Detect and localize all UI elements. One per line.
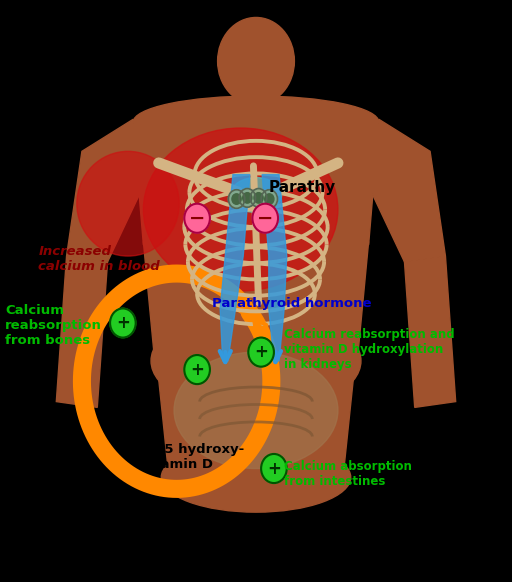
Text: 1,25 hydroxy-
vitamin D: 1,25 hydroxy- vitamin D — [141, 443, 244, 471]
Ellipse shape — [133, 96, 379, 148]
Circle shape — [184, 204, 210, 233]
Text: Parathy: Parathy — [269, 180, 336, 195]
Circle shape — [232, 194, 241, 204]
Text: Increased
calcium in blood: Increased calcium in blood — [38, 245, 160, 273]
Polygon shape — [220, 175, 250, 361]
Ellipse shape — [77, 151, 179, 256]
Circle shape — [110, 308, 136, 338]
Polygon shape — [262, 175, 287, 361]
Polygon shape — [404, 256, 456, 407]
Circle shape — [239, 189, 255, 207]
Polygon shape — [56, 256, 108, 407]
Text: −: − — [189, 209, 205, 228]
Text: Calcium absorption
from intestines: Calcium absorption from intestines — [284, 460, 412, 488]
Text: +: + — [254, 343, 268, 361]
Circle shape — [265, 194, 274, 204]
Circle shape — [254, 193, 263, 203]
Polygon shape — [369, 119, 445, 262]
Circle shape — [184, 355, 210, 384]
Ellipse shape — [151, 308, 361, 413]
Text: −: − — [257, 209, 273, 228]
Circle shape — [261, 190, 278, 208]
Ellipse shape — [230, 178, 282, 212]
Circle shape — [228, 190, 245, 208]
Text: +: + — [116, 314, 130, 332]
Circle shape — [250, 189, 267, 207]
Text: Parathyroid hormone: Parathyroid hormone — [212, 297, 372, 310]
Text: +: + — [190, 361, 204, 378]
Polygon shape — [156, 355, 356, 477]
Circle shape — [248, 338, 274, 367]
Ellipse shape — [174, 352, 338, 469]
Circle shape — [218, 17, 294, 105]
Polygon shape — [237, 104, 275, 122]
Circle shape — [261, 454, 287, 483]
Circle shape — [252, 204, 278, 233]
Ellipse shape — [161, 442, 351, 512]
Circle shape — [243, 193, 252, 203]
Text: +: + — [267, 460, 281, 477]
Ellipse shape — [143, 128, 338, 291]
Polygon shape — [143, 242, 369, 349]
Text: Calcium
reabsorption
from bones: Calcium reabsorption from bones — [5, 304, 102, 347]
Polygon shape — [67, 119, 143, 262]
Text: Calcium reabsorption and
vitamin D hydroxylation
in kidneys: Calcium reabsorption and vitamin D hydro… — [284, 328, 455, 371]
Polygon shape — [133, 122, 379, 244]
